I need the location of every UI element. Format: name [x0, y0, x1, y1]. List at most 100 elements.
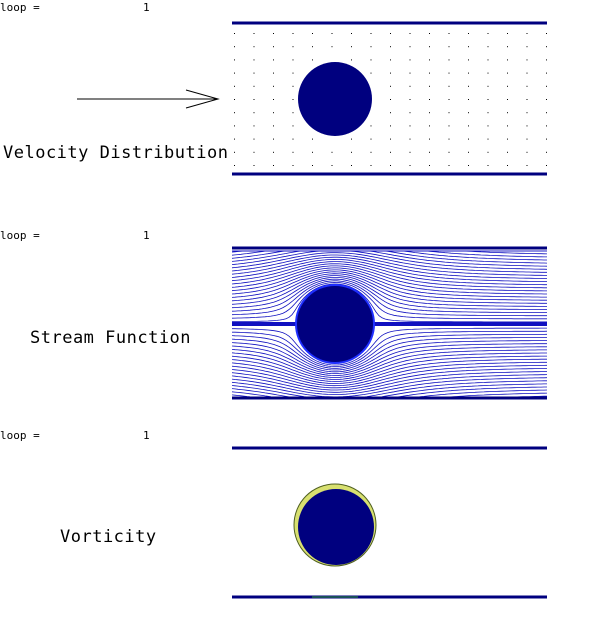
streamline	[231, 368, 548, 391]
streamline	[231, 252, 547, 273]
streamline	[231, 273, 547, 304]
dot	[487, 85, 489, 87]
dot	[390, 151, 391, 153]
dot	[448, 85, 450, 87]
panel-title: Vorticity	[60, 527, 157, 547]
dot	[487, 72, 489, 74]
dot	[526, 165, 528, 166]
dot	[448, 138, 450, 140]
stream-panel: loop = 1 Stream Function	[0, 229, 548, 400]
dot	[292, 99, 294, 100]
streamline	[231, 355, 547, 382]
dot	[292, 165, 294, 166]
dot	[507, 151, 508, 153]
dot	[468, 46, 469, 48]
dot	[370, 72, 372, 74]
dot	[448, 72, 450, 74]
dot	[351, 151, 352, 153]
streamline	[231, 358, 547, 384]
dot	[234, 165, 235, 166]
dot	[409, 112, 411, 114]
dot	[526, 72, 528, 74]
dot	[312, 138, 313, 140]
dot	[468, 99, 469, 100]
streamline	[231, 352, 547, 380]
dot	[429, 151, 430, 153]
streamline	[231, 250, 548, 267]
dot	[253, 112, 255, 114]
dot	[370, 33, 372, 34]
dot	[468, 59, 469, 61]
dot	[370, 125, 372, 127]
dot	[292, 112, 294, 114]
dot	[546, 165, 547, 166]
streamline	[231, 337, 547, 371]
arrow-head	[185, 89, 220, 109]
dot	[253, 125, 255, 127]
dot	[273, 125, 274, 127]
dot	[273, 59, 274, 61]
dot	[448, 46, 450, 48]
dot	[273, 151, 274, 153]
dot	[507, 59, 508, 61]
dot	[292, 138, 294, 140]
panel-title: Stream Function	[30, 328, 191, 348]
dot	[507, 138, 508, 140]
streamline	[231, 340, 547, 373]
streamline	[231, 278, 547, 313]
streamline	[231, 349, 547, 378]
streamline	[231, 250, 548, 264]
streamline	[231, 275, 547, 307]
dot	[526, 59, 528, 61]
loop-value: 1	[143, 429, 150, 442]
dot	[331, 46, 333, 48]
dot	[448, 165, 450, 166]
dot	[253, 165, 255, 166]
dot	[390, 33, 391, 34]
streamlines	[231, 250, 548, 398]
dot	[234, 125, 235, 127]
dot	[331, 165, 333, 166]
dot	[546, 125, 547, 127]
dot	[487, 125, 489, 127]
dot	[409, 125, 411, 127]
dot	[429, 138, 430, 140]
dot	[273, 165, 274, 166]
dot	[526, 85, 528, 87]
dot	[292, 85, 294, 87]
loop-value: 1	[143, 1, 150, 14]
streamline	[231, 277, 547, 310]
streamline	[231, 258, 547, 282]
dot	[409, 138, 411, 140]
streamline	[231, 371, 548, 393]
dot	[409, 99, 411, 100]
dot	[234, 33, 235, 34]
dot	[409, 85, 411, 87]
streamline	[231, 389, 548, 398]
dot	[409, 165, 411, 166]
dot	[526, 138, 528, 140]
dot	[273, 138, 274, 140]
dot	[253, 46, 255, 48]
streamline	[231, 361, 547, 387]
streamline	[231, 265, 547, 292]
dot	[253, 59, 255, 61]
dot	[234, 151, 235, 153]
dot	[273, 33, 274, 34]
dot	[487, 59, 489, 61]
dot	[370, 46, 372, 48]
velocity-panel: loop = 1 Velocity Distribution	[0, 1, 547, 176]
dot	[546, 85, 547, 87]
dot	[273, 112, 274, 114]
dot	[351, 165, 352, 166]
dot	[351, 33, 352, 34]
dot	[409, 72, 411, 74]
dot	[390, 165, 391, 166]
dot	[448, 33, 450, 34]
dot	[546, 138, 547, 140]
streamline	[232, 327, 547, 366]
dot	[487, 151, 489, 153]
dot	[487, 165, 489, 166]
dot	[546, 33, 547, 34]
